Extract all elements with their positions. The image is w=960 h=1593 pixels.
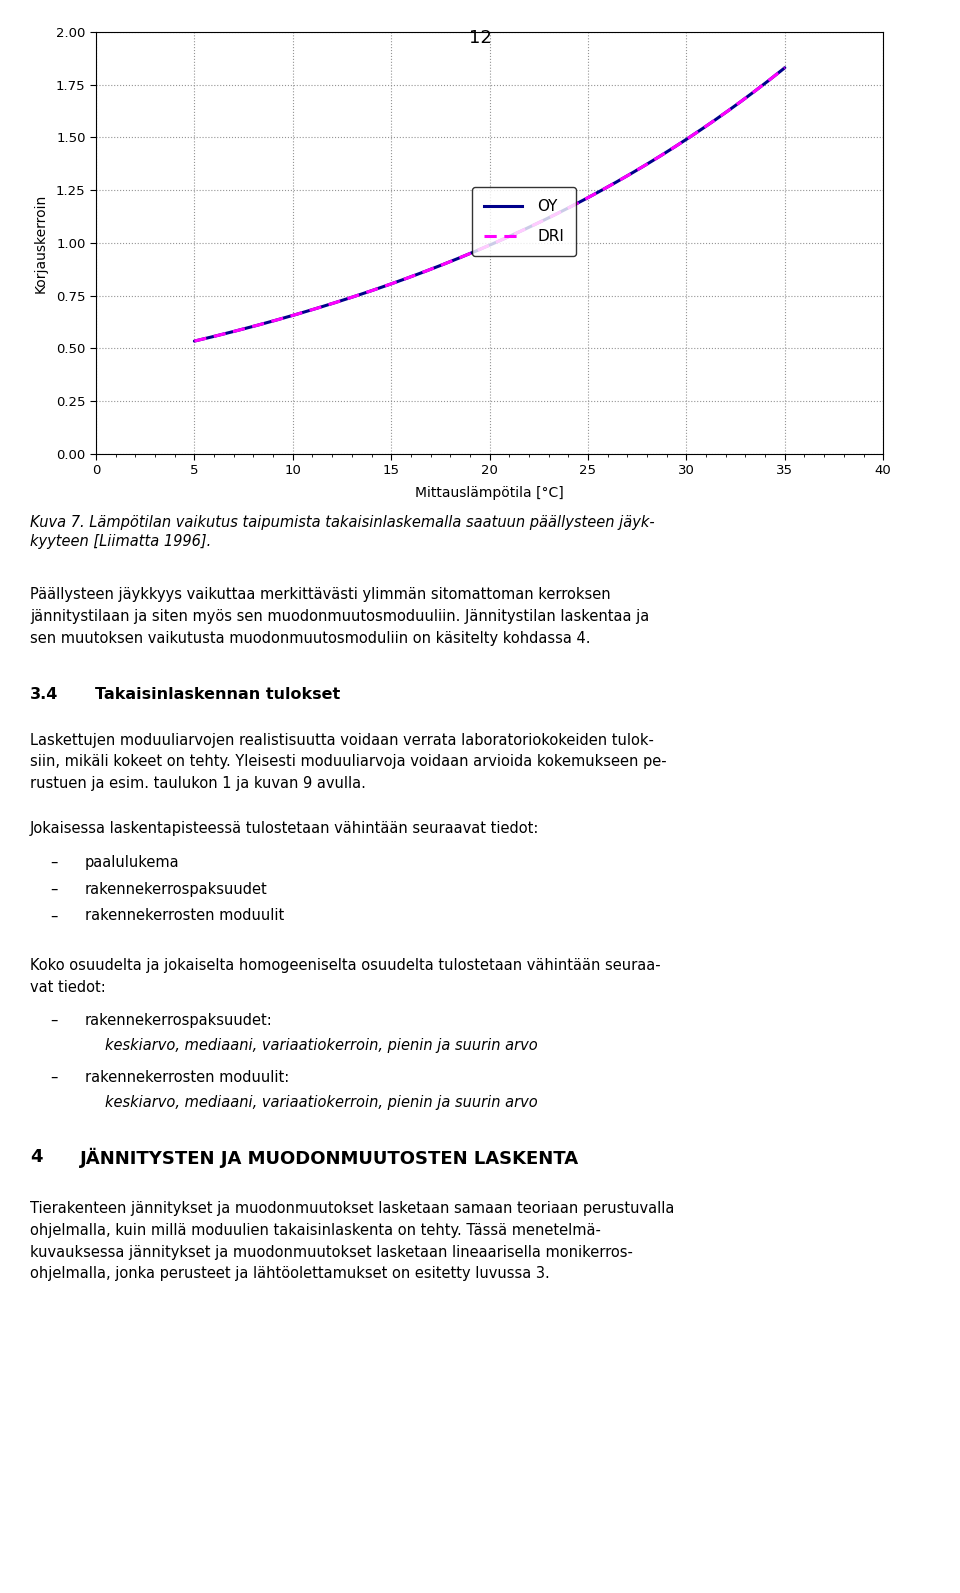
Text: siin, mikäli kokeet on tehty. Yleisesti moduuliarvoja voidaan arvioida kokemukse: siin, mikäli kokeet on tehty. Yleisesti … [30, 755, 666, 769]
Text: 12: 12 [468, 29, 492, 46]
Text: rakennekerrosten moduulit: rakennekerrosten moduulit [85, 908, 284, 924]
Text: jännitystilaan ja siten myös sen muodonmuutosmoduuliin. Jännitystilan laskentaa : jännitystilaan ja siten myös sen muodonm… [30, 609, 649, 624]
Y-axis label: Korjauskerroin: Korjauskerroin [34, 193, 48, 293]
Text: –: – [50, 881, 58, 897]
Text: 4: 4 [30, 1147, 42, 1166]
Text: rakennekerrospaksuudet: rakennekerrospaksuudet [85, 881, 268, 897]
Text: Tierakenteen jännitykset ja muodonmuutokset lasketaan samaan teoriaan perustuval: Tierakenteen jännitykset ja muodonmuutok… [30, 1201, 674, 1215]
Legend: OY, DRI: OY, DRI [471, 186, 576, 256]
Text: Takaisinlaskennan tulokset: Takaisinlaskennan tulokset [95, 687, 340, 703]
Text: kyyteen [Liimatta 1996].: kyyteen [Liimatta 1996]. [30, 534, 211, 550]
Text: JÄNNITYSTEN JA MUODONMUUTOSTEN LASKENTA: JÄNNITYSTEN JA MUODONMUUTOSTEN LASKENTA [80, 1147, 579, 1168]
Text: Laskettujen moduuliarvojen realistisuutta voidaan verrata laboratoriokokeiden tu: Laskettujen moduuliarvojen realistisuutt… [30, 733, 654, 747]
Text: vat tiedot:: vat tiedot: [30, 980, 106, 994]
Text: ohjelmalla, kuin millä moduulien takaisinlaskenta on tehty. Tässä menetelmä-: ohjelmalla, kuin millä moduulien takaisi… [30, 1223, 601, 1238]
Text: keskiarvo, mediaani, variaatiokerroin, pienin ja suurin arvo: keskiarvo, mediaani, variaatiokerroin, p… [105, 1094, 538, 1109]
Text: –: – [50, 855, 58, 870]
Text: 3.4: 3.4 [30, 687, 59, 703]
Text: rakennekerrospaksuudet:: rakennekerrospaksuudet: [85, 1013, 273, 1027]
Text: paalulukema: paalulukema [85, 855, 180, 870]
Text: Päällysteen jäykkyys vaikuttaa merkittävästi ylimmän sitomattoman kerroksen: Päällysteen jäykkyys vaikuttaa merkittäv… [30, 588, 611, 602]
Text: –: – [50, 1070, 58, 1085]
Text: kuvauksessa jännitykset ja muodonmuutokset lasketaan lineaarisella monikerros-: kuvauksessa jännitykset ja muodonmuutoks… [30, 1244, 633, 1260]
Text: keskiarvo, mediaani, variaatiokerroin, pienin ja suurin arvo: keskiarvo, mediaani, variaatiokerroin, p… [105, 1037, 538, 1053]
Text: ohjelmalla, jonka perusteet ja lähtöolettamukset on esitetty luvussa 3.: ohjelmalla, jonka perusteet ja lähtöolet… [30, 1266, 550, 1281]
Text: sen muutoksen vaikutusta muodonmuutosmoduliin on käsitelty kohdassa 4.: sen muutoksen vaikutusta muodonmuutosmod… [30, 631, 590, 645]
Text: Koko osuudelta ja jokaiselta homogeeniselta osuudelta tulostetaan vähintään seur: Koko osuudelta ja jokaiselta homogeenise… [30, 957, 660, 973]
X-axis label: Mittauslämpötila [°C]: Mittauslämpötila [°C] [416, 486, 564, 500]
Text: –: – [50, 908, 58, 924]
Text: –: – [50, 1013, 58, 1027]
Text: Kuva 7. Lämpötilan vaikutus taipumista takaisinlaskemalla saatuun päällysteen jä: Kuva 7. Lämpötilan vaikutus taipumista t… [30, 515, 655, 530]
Text: rustuen ja esim. taulukon 1 ja kuvan 9 avulla.: rustuen ja esim. taulukon 1 ja kuvan 9 a… [30, 776, 366, 792]
Text: rakennekerrosten moduulit:: rakennekerrosten moduulit: [85, 1070, 289, 1085]
Text: Jokaisessa laskentapisteessä tulostetaan vähintään seuraavat tiedot:: Jokaisessa laskentapisteessä tulostetaan… [30, 820, 540, 836]
